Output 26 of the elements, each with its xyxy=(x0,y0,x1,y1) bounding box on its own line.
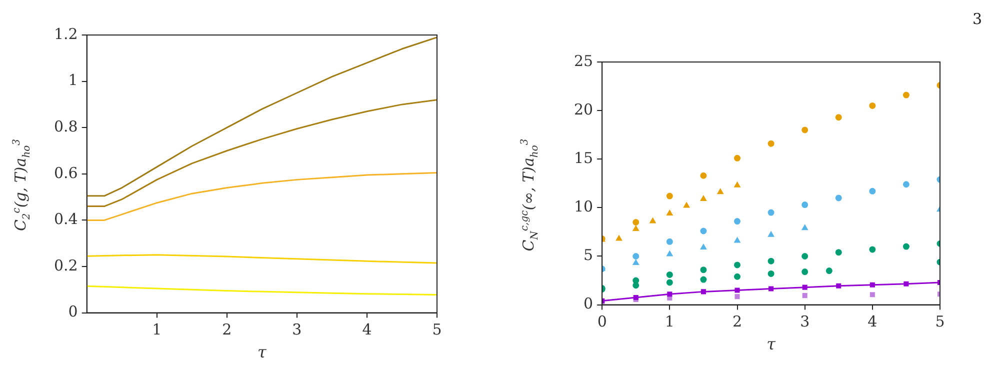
x-tick-label: 2 xyxy=(222,320,232,339)
y-tick-label: 5 xyxy=(584,246,594,264)
x-tick-label: 4 xyxy=(362,320,372,339)
y-tick-label: 1.2 xyxy=(54,24,78,43)
y-tick-label: 0.2 xyxy=(54,256,78,274)
y-tick-label: 0.4 xyxy=(54,210,78,228)
x-tick-label: 5 xyxy=(432,320,442,339)
y-tick-label: 15 xyxy=(574,149,594,168)
y-tick-label: 0.6 xyxy=(54,164,78,182)
text: 3 xyxy=(972,10,982,28)
y-tick-label: 25 xyxy=(574,52,594,70)
y-tick-label: 10 xyxy=(574,198,594,216)
y-tick-label: 20 xyxy=(574,100,594,118)
x-tick-label: 3 xyxy=(800,312,810,331)
x-axis-title: τ xyxy=(258,342,268,362)
x-tick-label: 2 xyxy=(732,312,742,331)
y-tick-label: 1 xyxy=(68,71,78,90)
x-axis-title: τ xyxy=(766,334,777,354)
x-tick-label: 1 xyxy=(152,320,162,339)
x-tick-label: 0 xyxy=(597,312,607,331)
y-tick-label: 0.8 xyxy=(54,117,78,136)
x-tick-label: 4 xyxy=(868,312,878,331)
x-tick-label: 1 xyxy=(664,312,674,331)
y-tick-label: 0 xyxy=(584,294,594,313)
x-tick-label: 3 xyxy=(292,320,302,339)
x-tick-label: 5 xyxy=(935,312,945,331)
